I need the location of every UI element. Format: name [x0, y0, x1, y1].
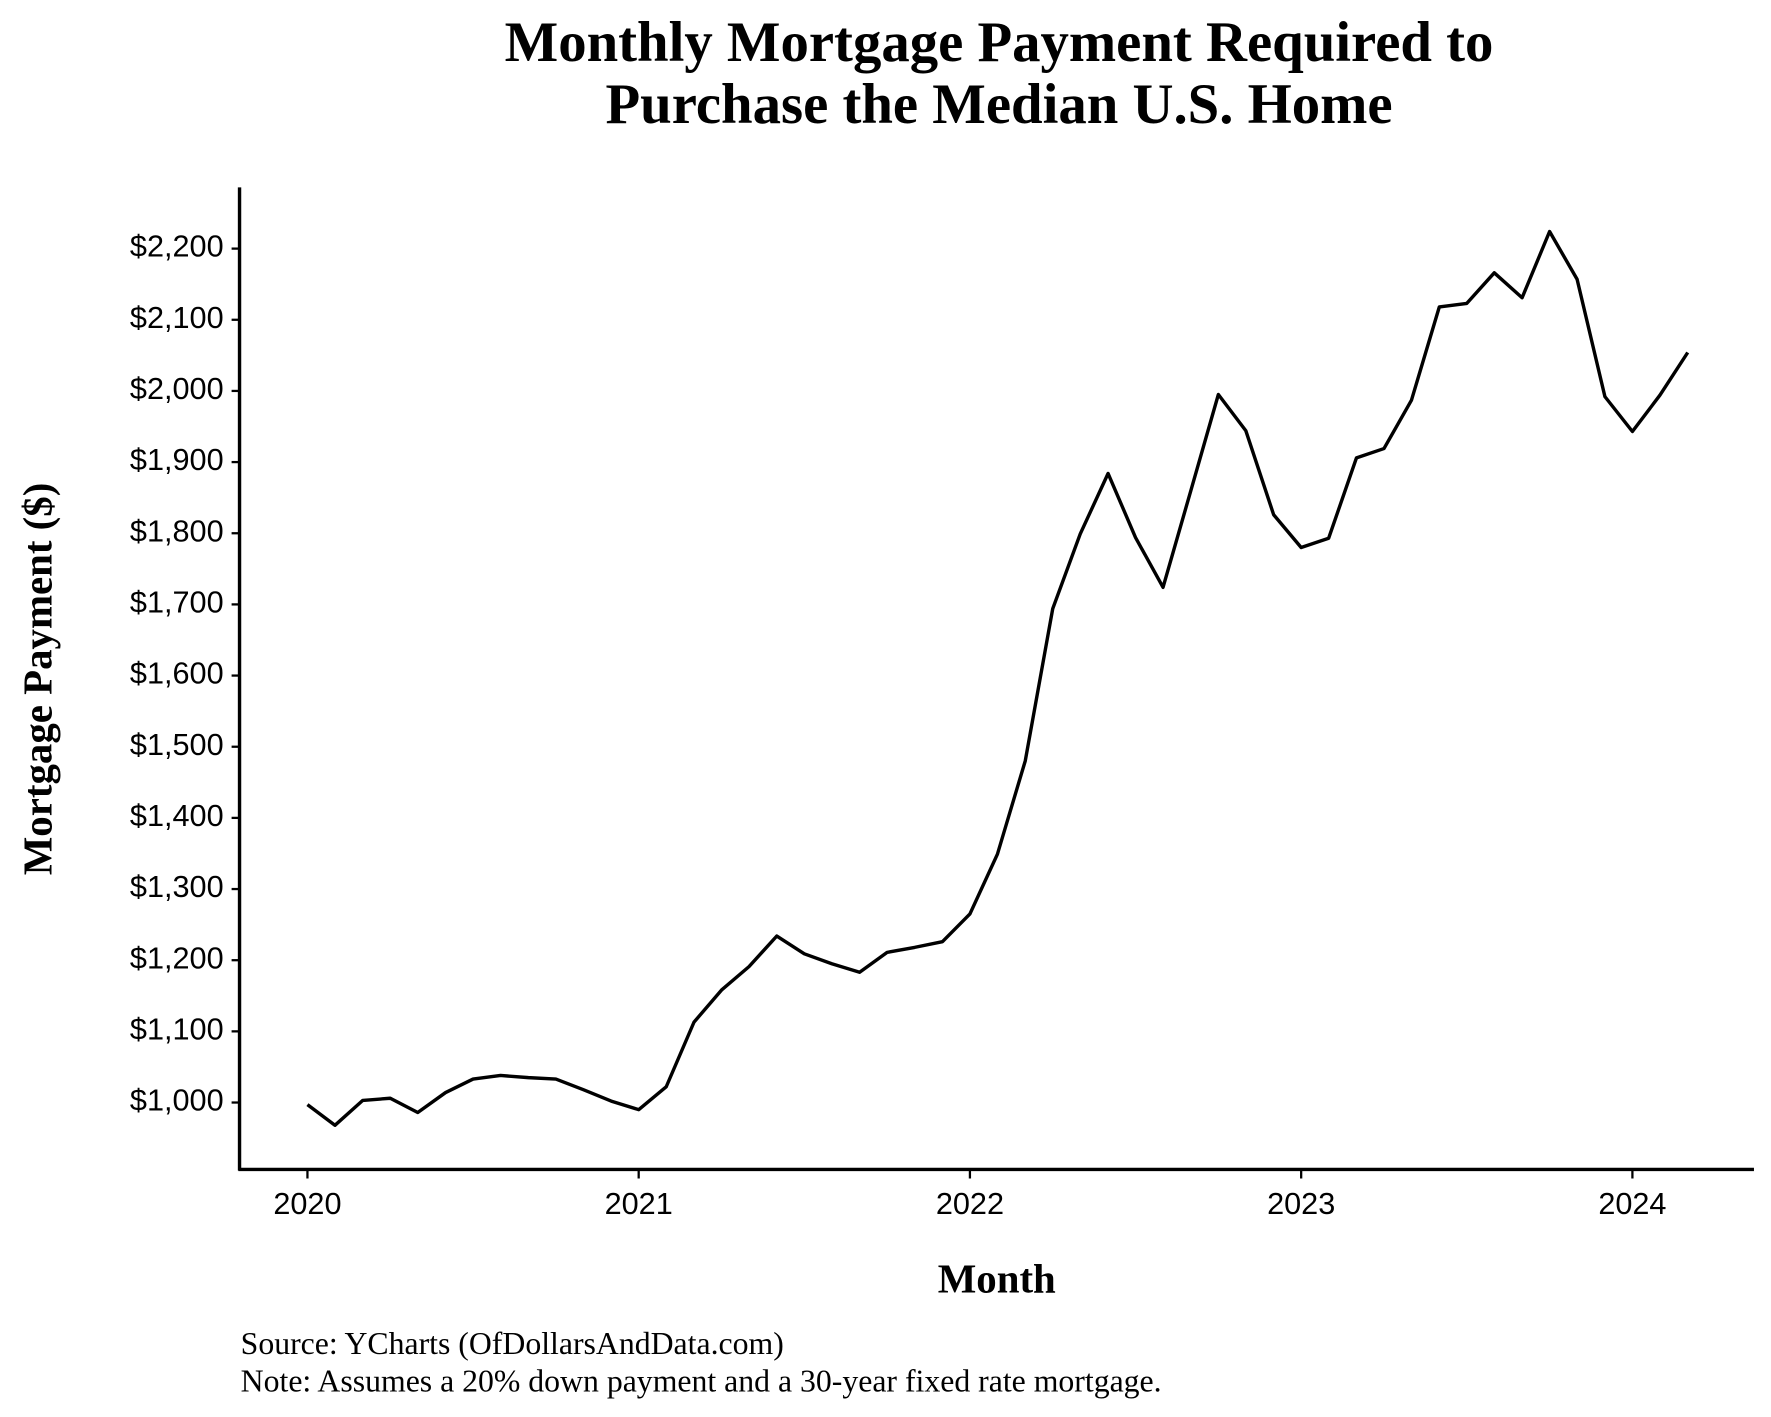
y-tick-label: $1,400 — [130, 799, 224, 833]
y-tick-label: $1,100 — [130, 1012, 224, 1046]
x-tick-label: 2023 — [1267, 1187, 1335, 1221]
y-tick-label: $1,500 — [130, 728, 224, 762]
chart-title: Purchase the Median U.S. Home — [605, 73, 1392, 136]
x-tick-label: 2024 — [1598, 1187, 1666, 1221]
y-tick-label: $2,100 — [130, 301, 224, 335]
x-axis-label: Month — [938, 1256, 1056, 1301]
y-tick-label: $1,600 — [130, 657, 224, 691]
x-tick-label: 2021 — [605, 1187, 673, 1221]
y-tick-label: $2,200 — [130, 230, 224, 264]
y-tick-label: $1,200 — [130, 941, 224, 975]
y-tick-label: $1,900 — [130, 443, 224, 477]
x-tick-label: 2022 — [936, 1187, 1004, 1221]
chart-title: Monthly Mortgage Payment Required to — [505, 11, 1494, 74]
y-tick-label: $1,300 — [130, 870, 224, 904]
data-line — [306, 229, 1690, 1128]
x-tick-label: 2020 — [273, 1187, 341, 1221]
y-tick-label: $1,000 — [130, 1084, 224, 1118]
source-note: Source: YCharts (OfDollarsAndData.com) — [241, 1326, 784, 1361]
y-tick-label: $1,700 — [130, 586, 224, 620]
source-note: Note: Assumes a 20% down payment and a 3… — [241, 1363, 1162, 1398]
y-tick-label: $1,800 — [130, 514, 224, 548]
y-axis-label: Mortgage Payment ($) — [15, 483, 60, 876]
y-tick-label: $2,000 — [130, 372, 224, 406]
